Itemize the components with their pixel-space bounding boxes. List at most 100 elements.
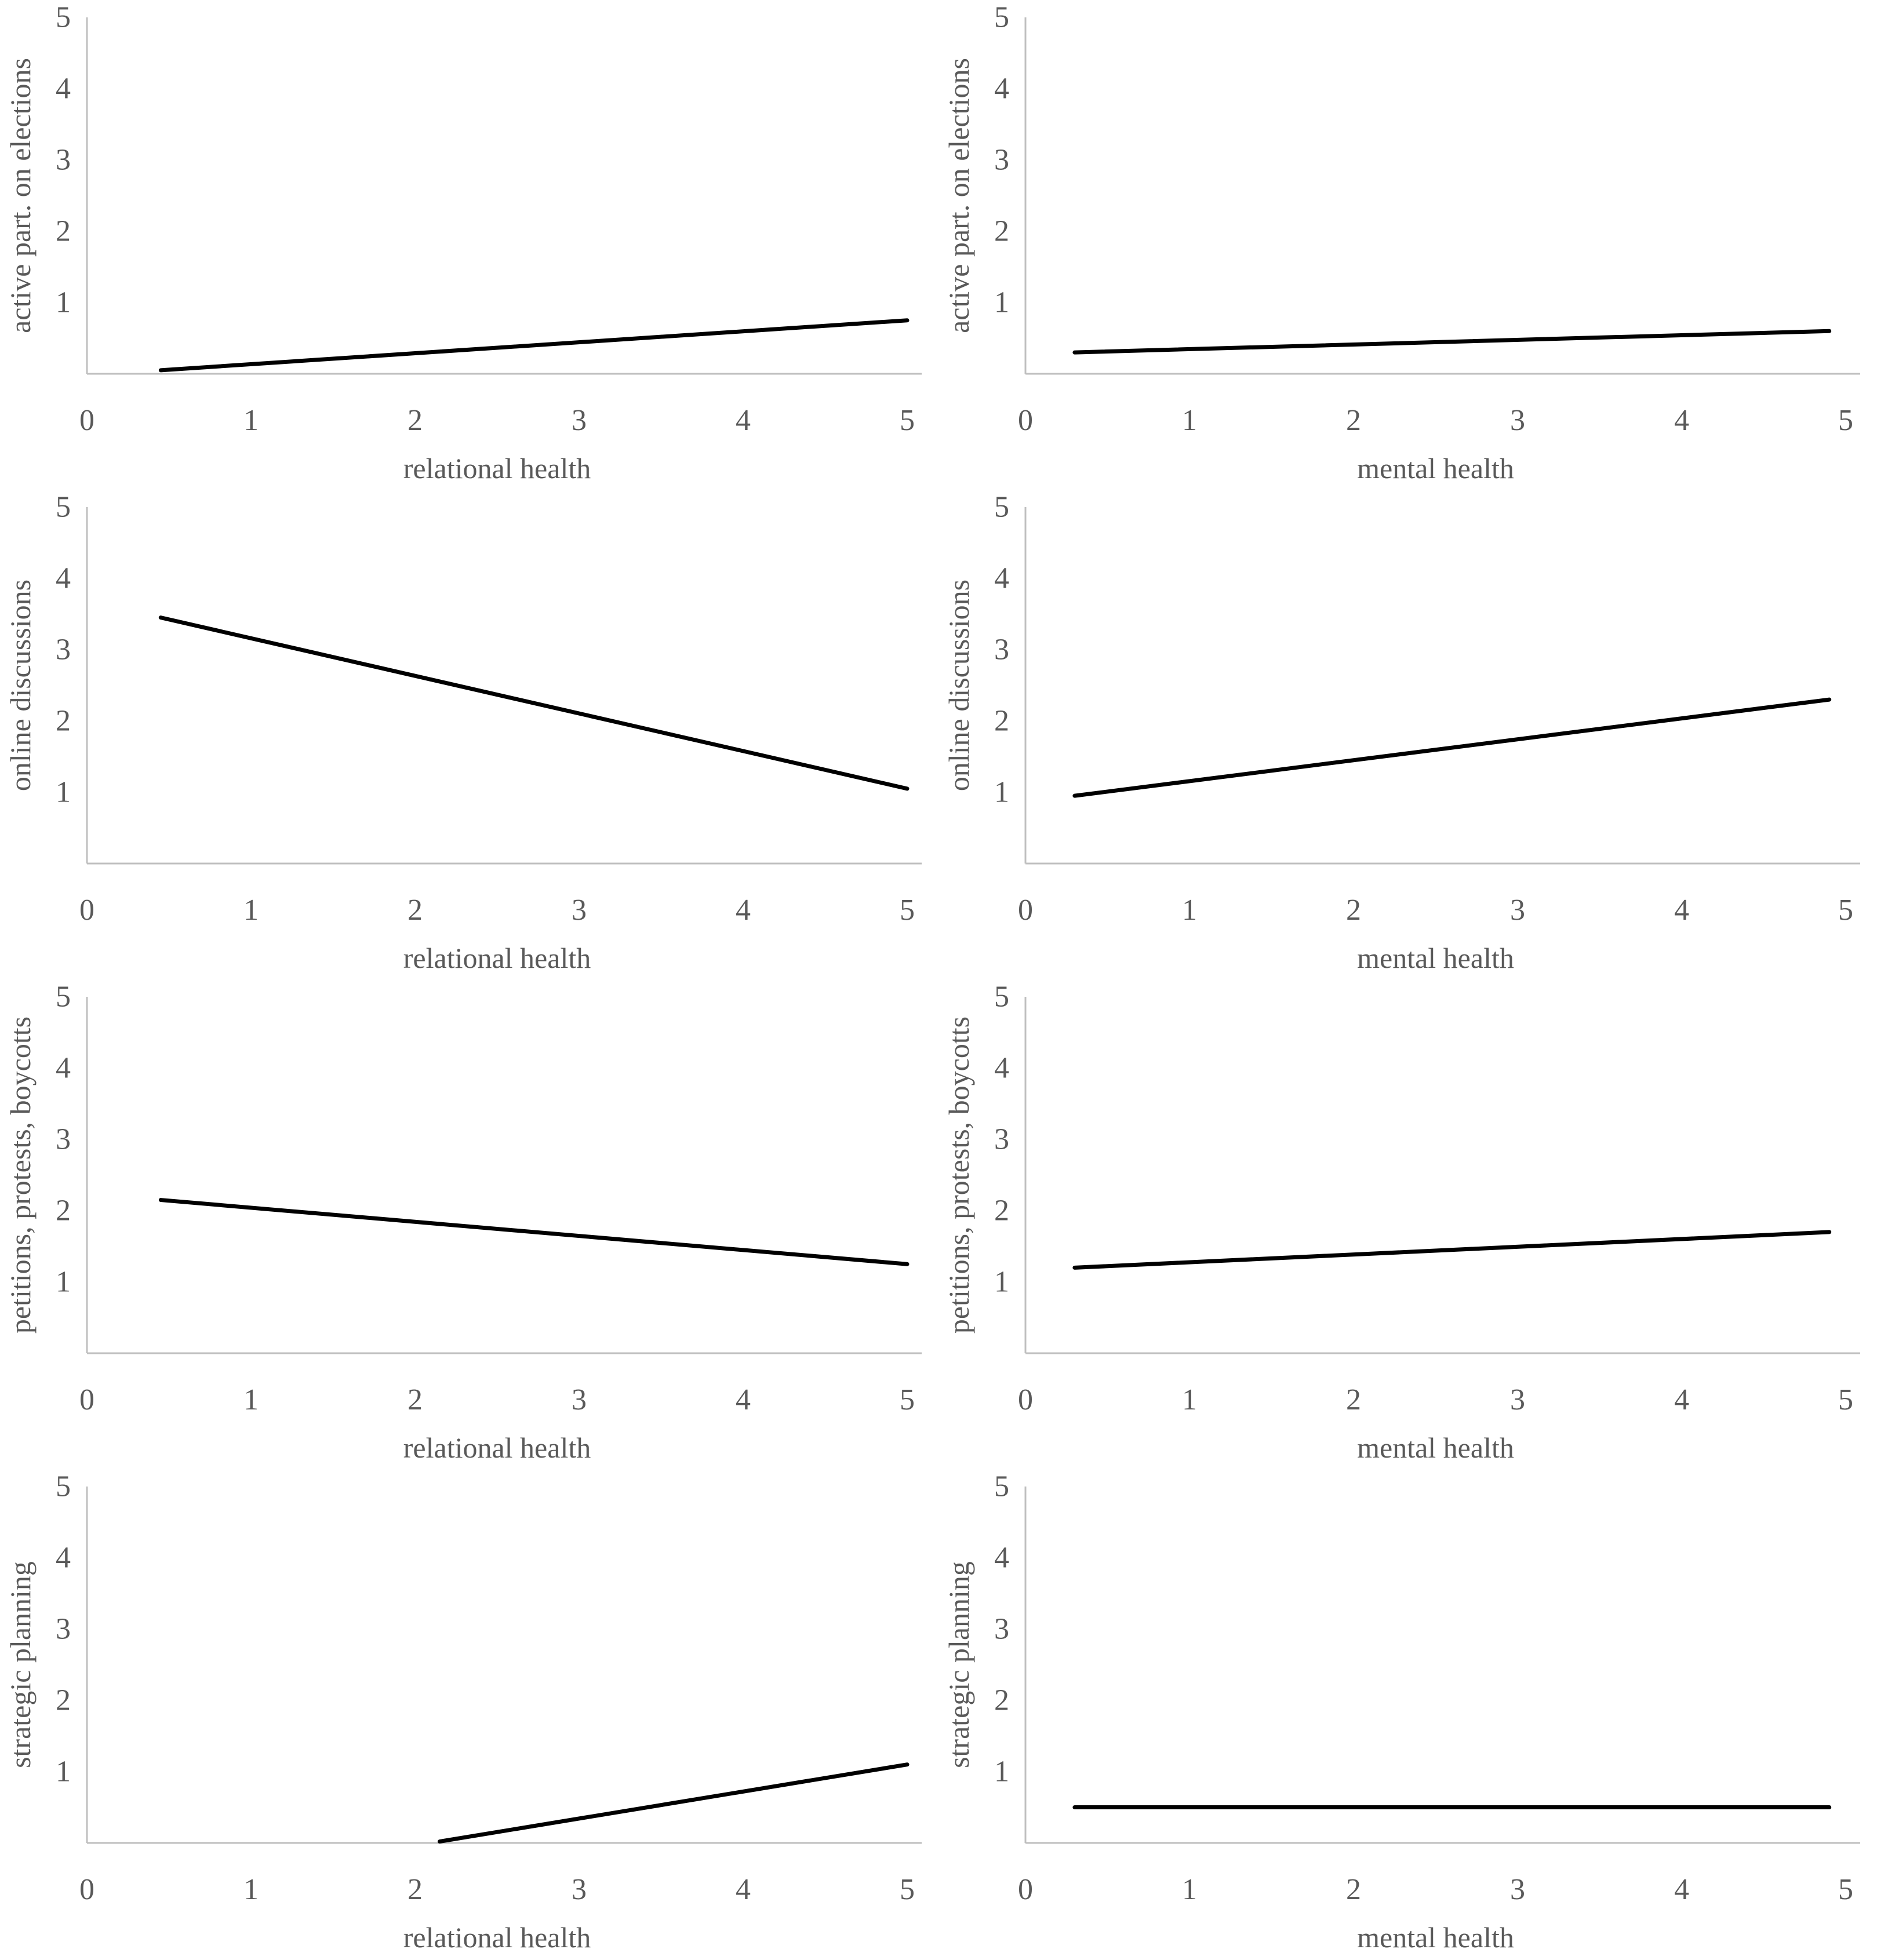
x-tick-label: 4 — [736, 1383, 751, 1416]
x-tick-label: 2 — [408, 404, 423, 437]
y-tick-label: 5 — [994, 981, 1009, 1014]
x-tick-label: 3 — [572, 1383, 587, 1416]
y-tick-label: 4 — [56, 72, 71, 105]
plot-svg: 1 2 3 4 5 0 1 2 3 4 5 relational health active part.… — [4, 1, 922, 484]
y-tick-label: 3 — [56, 633, 71, 666]
y-tick-label: 3 — [994, 1123, 1009, 1156]
y-tick-label: 4 — [994, 72, 1009, 105]
y-tick-label: 2 — [994, 1684, 1009, 1717]
y-axis-label: active part. on elections — [943, 58, 975, 333]
x-tick-label: 1 — [1182, 1873, 1197, 1906]
y-tick-label: 4 — [994, 1542, 1009, 1575]
y-tick-label: 4 — [56, 1052, 71, 1085]
x-tick-label: 5 — [1838, 1383, 1853, 1416]
data-line — [158, 1198, 910, 1266]
x-tick-label: 2 — [1346, 1383, 1361, 1416]
x-tick-label: 1 — [243, 404, 259, 437]
x-tick-label: 5 — [900, 1383, 915, 1416]
x-tick-label: 2 — [1346, 894, 1361, 927]
chart-petitions-protests-boycotts-vs-relational-health: 1 2 3 4 5 0 1 2 3 4 5 relational health petitions, p… — [0, 979, 938, 1469]
y-tick-label: 1 — [994, 776, 1009, 809]
plot-svg: 1 2 3 4 5 0 1 2 3 4 5 mental health petitions, prote… — [943, 981, 1860, 1464]
y-tick-label: 2 — [994, 705, 1009, 738]
x-tick-label: 3 — [1510, 404, 1525, 437]
x-tick-label: 0 — [1018, 1873, 1033, 1906]
x-axis-label: mental health — [1357, 942, 1514, 974]
plot-svg: 1 2 3 4 5 0 1 2 3 4 5 mental health online discussio… — [943, 491, 1860, 974]
x-tick-label: 3 — [572, 404, 587, 437]
x-tick-label: 1 — [1182, 1383, 1197, 1416]
y-tick-label: 5 — [994, 1470, 1009, 1503]
y-tick-label: 3 — [56, 1613, 71, 1646]
y-tick-label: 1 — [56, 286, 71, 319]
x-tick-label: 3 — [1510, 1873, 1525, 1906]
y-tick-label: 2 — [994, 215, 1009, 248]
x-axis-label: relational health — [403, 942, 591, 974]
x-tick-label: 2 — [408, 1873, 423, 1906]
x-tick-label: 3 — [1510, 1383, 1525, 1416]
x-tick-label: 1 — [1182, 404, 1197, 437]
chart-active-part-on-elections-vs-mental-health: 1 2 3 4 5 0 1 2 3 4 5 mental health active part. on … — [938, 0, 1877, 490]
x-tick-label: 3 — [572, 894, 587, 927]
y-tick-label: 1 — [994, 1755, 1009, 1788]
y-axis-label: online discussions — [943, 580, 975, 791]
x-tick-label: 2 — [1346, 404, 1361, 437]
x-tick-label: 0 — [79, 1383, 94, 1416]
x-tick-label: 4 — [736, 894, 751, 927]
y-tick-label: 5 — [56, 981, 71, 1014]
x-tick-label: 5 — [900, 1873, 915, 1906]
x-tick-label: 4 — [736, 404, 751, 437]
x-tick-label: 4 — [1674, 894, 1689, 927]
chart-online-discussions-vs-mental-health: 1 2 3 4 5 0 1 2 3 4 5 mental health online discussio… — [938, 490, 1877, 979]
data-line — [158, 615, 910, 791]
y-tick-label: 1 — [994, 1266, 1009, 1299]
x-tick-label: 0 — [79, 894, 94, 927]
x-axis-label: mental health — [1357, 452, 1514, 484]
y-tick-label: 4 — [56, 1542, 71, 1575]
x-tick-label: 3 — [1510, 894, 1525, 927]
y-tick-label: 3 — [56, 1123, 71, 1156]
y-tick-label: 5 — [994, 491, 1009, 524]
y-tick-label: 5 — [56, 1470, 71, 1503]
y-tick-label: 5 — [994, 1, 1009, 34]
y-tick-label: 4 — [994, 1052, 1009, 1085]
data-line — [437, 1762, 910, 1844]
data-line — [158, 318, 910, 373]
plot-svg: 1 2 3 4 5 0 1 2 3 4 5 mental health strategic planni… — [943, 1470, 1860, 1954]
y-axis-label: active part. on elections — [4, 58, 37, 333]
x-axis-label: mental health — [1357, 1921, 1514, 1954]
chart-active-part-on-elections-vs-relational-health: 1 2 3 4 5 0 1 2 3 4 5 relational health active part.… — [0, 0, 938, 490]
x-axis-label: relational health — [403, 1431, 591, 1464]
x-tick-label: 4 — [736, 1873, 751, 1906]
x-axis-label: relational health — [403, 452, 591, 484]
x-tick-label: 2 — [1346, 1873, 1361, 1906]
data-line — [1072, 329, 1832, 355]
plot-svg: 1 2 3 4 5 0 1 2 3 4 5 relational health petitions, p… — [4, 981, 922, 1464]
y-axis-label: strategic planning — [943, 1561, 975, 1768]
x-tick-label: 5 — [900, 404, 915, 437]
x-tick-label: 1 — [243, 1873, 259, 1906]
y-tick-label: 5 — [56, 491, 71, 524]
x-tick-label: 4 — [1674, 1873, 1689, 1906]
y-tick-label: 4 — [56, 562, 71, 595]
x-tick-label: 0 — [1018, 1383, 1033, 1416]
plot-svg: 1 2 3 4 5 0 1 2 3 4 5 mental health active part. on … — [943, 1, 1860, 484]
y-tick-label: 2 — [56, 215, 71, 248]
x-tick-label: 2 — [408, 894, 423, 927]
y-axis-label: strategic planning — [4, 1561, 37, 1768]
y-tick-label: 2 — [56, 1194, 71, 1227]
x-tick-label: 3 — [572, 1873, 587, 1906]
y-axis-label: online discussions — [4, 580, 37, 791]
y-axis-label: petitions, protests, boycotts — [4, 1017, 37, 1334]
x-tick-label: 1 — [243, 894, 259, 927]
x-tick-label: 2 — [408, 1383, 423, 1416]
x-tick-label: 5 — [900, 894, 915, 927]
x-tick-label: 0 — [1018, 894, 1033, 927]
y-tick-label: 3 — [994, 144, 1009, 177]
x-tick-label: 5 — [1838, 404, 1853, 437]
x-tick-label: 0 — [1018, 404, 1033, 437]
x-tick-label: 5 — [1838, 894, 1853, 927]
y-tick-label: 1 — [56, 1755, 71, 1788]
chart-strategic-planning-vs-mental-health: 1 2 3 4 5 0 1 2 3 4 5 mental health strategic planni… — [938, 1469, 1877, 1959]
